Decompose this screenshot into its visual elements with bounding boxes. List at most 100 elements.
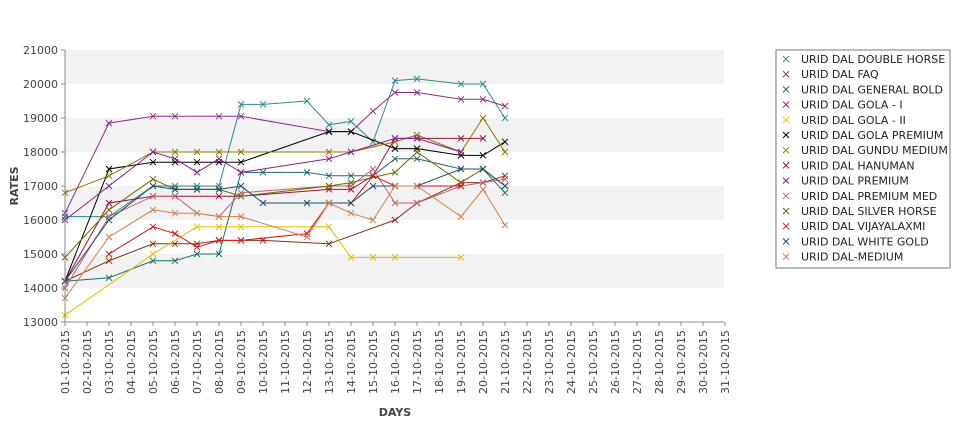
data-point (391, 135, 399, 142)
data-point (325, 172, 333, 180)
data-point (237, 112, 245, 120)
x-tick-label: 22-10-2015 (521, 330, 534, 394)
data-point (193, 148, 201, 156)
data-point (479, 152, 487, 159)
x-tick-label: 03-10-2015 (103, 330, 116, 394)
data-point (149, 223, 157, 231)
data-point (457, 254, 465, 261)
legend-label: URID DAL WHITE GOLD (801, 235, 929, 248)
legend-item: URID DAL FAQ (782, 68, 879, 81)
data-point (457, 80, 465, 88)
data-point (501, 221, 509, 229)
legend-marker (782, 70, 790, 78)
y-tick-label: 14000 (23, 282, 58, 295)
x-tick-label: 12-10-2015 (301, 330, 314, 394)
data-point (479, 95, 487, 103)
series-line (64, 131, 506, 282)
legend-marker (782, 55, 790, 63)
data-point (501, 138, 509, 146)
data-point (303, 199, 311, 207)
x-tick-label: 19-10-2015 (455, 330, 468, 394)
legend-marker (782, 101, 790, 108)
data-point (171, 257, 179, 265)
data-point (325, 148, 333, 156)
data-point (457, 182, 465, 190)
data-point (237, 237, 245, 244)
y-tick-label: 19000 (23, 112, 58, 125)
y-tick-label: 20000 (23, 78, 58, 91)
x-axis-title: DAYS (379, 406, 412, 419)
data-point (413, 89, 421, 96)
data-point (391, 169, 399, 176)
x-tick-label: 16-10-2015 (389, 330, 402, 394)
data-point (391, 89, 399, 96)
data-point (347, 199, 355, 207)
series-8 (61, 135, 465, 224)
series-line (64, 226, 461, 316)
legend-label: URID DAL GENERAL BOLD (801, 83, 943, 96)
data-point (369, 254, 377, 261)
data-point (237, 223, 245, 231)
data-point (369, 182, 377, 190)
data-point (391, 182, 399, 190)
data-point (259, 101, 267, 108)
x-tick-label: 23-10-2015 (543, 330, 556, 394)
legend-marker (782, 146, 790, 154)
series-line (64, 185, 506, 299)
y-tick-label: 13000 (23, 316, 58, 329)
series-line (64, 117, 506, 194)
y-tick-label: 21000 (23, 44, 58, 57)
data-point (171, 230, 179, 237)
grid-band (65, 288, 724, 322)
data-point (413, 75, 421, 83)
y-tick-label: 16000 (23, 214, 58, 227)
data-point (149, 148, 157, 156)
data-point (215, 148, 223, 156)
legend-item: URID DAL GENERAL BOLD (782, 83, 943, 96)
legend-label: URID DAL PREMIUM MED (801, 190, 937, 203)
data-point (105, 216, 113, 224)
x-tick-label: 31-10-2015 (719, 330, 732, 394)
data-point (105, 165, 113, 173)
data-point (105, 250, 113, 258)
legend-label: URID DAL VIJAYALAXMI (801, 220, 925, 233)
x-tick-label: 10-10-2015 (257, 330, 270, 394)
x-tick-label: 17-10-2015 (411, 330, 424, 394)
x-tick-label: 08-10-2015 (213, 330, 226, 394)
data-point (369, 107, 377, 115)
x-tick-label: 26-10-2015 (609, 330, 622, 394)
grid-band (65, 50, 724, 84)
data-point (347, 179, 355, 186)
data-point (149, 257, 157, 265)
legend-item: URID DAL SILVER HORSE (782, 205, 937, 218)
data-point (193, 186, 201, 193)
series-layer (61, 75, 509, 319)
data-point (237, 192, 245, 200)
legend-label: URID DAL GOLA PREMIUM (801, 129, 943, 142)
data-point (193, 158, 201, 166)
data-point (325, 199, 333, 207)
data-point (457, 148, 465, 156)
legend-item: URID DAL GOLA - II (782, 114, 906, 127)
grid-band (65, 84, 724, 118)
data-point (479, 80, 487, 88)
legend-item: URID DAL GOLA PREMIUM (782, 129, 943, 142)
data-point (391, 155, 399, 163)
data-point (215, 223, 223, 231)
data-point (149, 112, 157, 120)
legend-label: URID DAL DOUBLE HORSE (801, 53, 945, 66)
data-point (149, 206, 157, 214)
data-point (413, 155, 421, 163)
data-point (501, 175, 509, 183)
x-tick-label: 21-10-2015 (499, 330, 512, 394)
data-point (347, 128, 355, 135)
legend-label: URID DAL GUNDU MEDIUM (801, 144, 948, 157)
data-point (259, 199, 267, 207)
data-point (413, 182, 421, 190)
data-point (193, 250, 201, 258)
data-point (215, 250, 223, 258)
data-point (325, 240, 333, 248)
y-tick-label: 17000 (23, 180, 58, 193)
data-point (105, 182, 113, 190)
data-point (149, 192, 157, 200)
